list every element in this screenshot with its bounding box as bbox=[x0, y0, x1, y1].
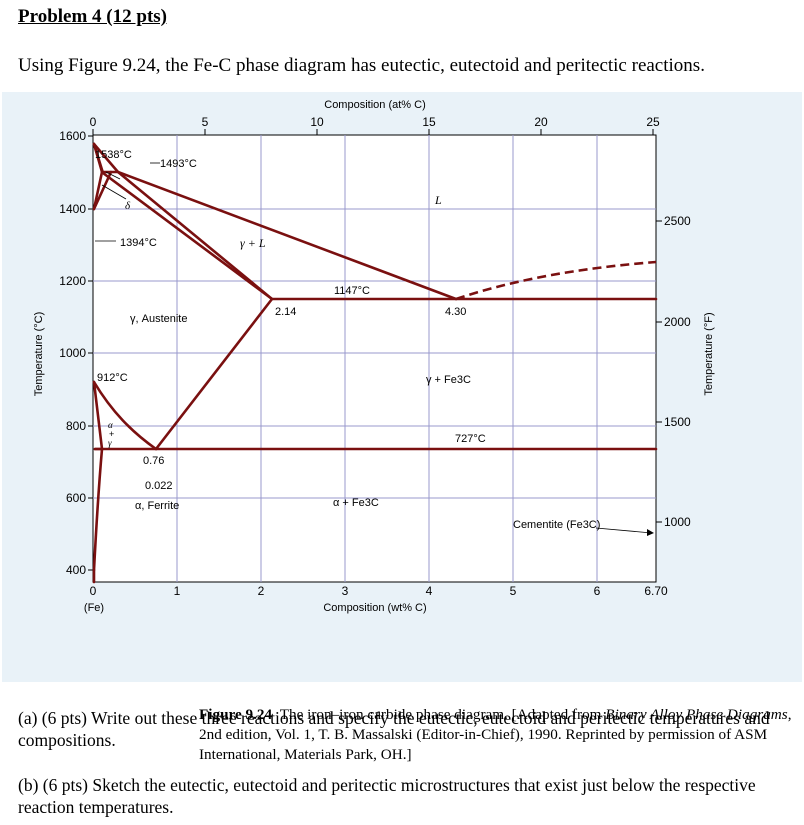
label-1538: 1538°C bbox=[95, 149, 132, 161]
label-alpha-small: α bbox=[108, 420, 113, 430]
right-tick-1000: 1000 bbox=[664, 515, 691, 529]
bottom-tick-0: 0 bbox=[90, 584, 97, 598]
left-tick-1200: 1200 bbox=[59, 274, 86, 288]
ferrite-solvus bbox=[92, 447, 104, 572]
left-tick-1000: 1000 bbox=[59, 346, 86, 360]
label-gamma-small: γ bbox=[108, 438, 112, 448]
top-tick-0: 0 bbox=[90, 115, 97, 129]
label-727: 727°C bbox=[455, 433, 486, 445]
label-2-14: 2.14 bbox=[275, 306, 296, 318]
label-ferrite: α, Ferrite bbox=[135, 500, 179, 512]
problem-intro: Using Figure 9.24, the Fe-C phase diagra… bbox=[18, 55, 705, 76]
left-tick-marks bbox=[88, 129, 662, 571]
left-tick-1600: 1600 bbox=[59, 129, 86, 143]
bottom-tick-5: 5 bbox=[510, 584, 517, 598]
left-tick-1400: 1400 bbox=[59, 202, 86, 216]
left-axis-title: Temperature (°C) bbox=[33, 312, 45, 396]
label-austenite: γ, Austenite bbox=[130, 313, 187, 325]
phase-boundaries bbox=[92, 142, 658, 584]
right-tick-1500: 1500 bbox=[664, 415, 691, 429]
caption-text-b: , 2nd edition, Vol. 1, T. B. Massalski (… bbox=[199, 706, 792, 763]
top-tick-10: 10 bbox=[310, 115, 324, 129]
question-b: (b) (6 pts) Sketch the eutectic, eutecto… bbox=[18, 775, 756, 817]
caption-book: Binary Alloy Phase Diagrams bbox=[605, 706, 788, 723]
right-axis-title: Temperature (°F) bbox=[703, 312, 715, 395]
right-tick-2500: 2500 bbox=[664, 214, 691, 228]
top-tick-5: 5 bbox=[202, 115, 209, 129]
fe-label: (Fe) bbox=[84, 602, 104, 614]
solidus-gamma bbox=[92, 142, 274, 301]
alpha-gamma-boundary bbox=[92, 380, 104, 451]
fe-c-phase-diagram: Composition (at% C) 0 5 10 15 20 25 1600… bbox=[33, 99, 715, 614]
bottom-tick-6: 6 bbox=[594, 584, 601, 598]
cementite-arrowhead bbox=[647, 529, 654, 536]
top-tick-25: 25 bbox=[646, 115, 660, 129]
liquidus-extension bbox=[455, 260, 657, 301]
caption-text-a: The iron–iron carbide phase diagram. [Ad… bbox=[279, 706, 606, 723]
acm-line bbox=[154, 297, 274, 451]
label-1394: 1394°C bbox=[120, 237, 157, 249]
bottom-tick-1: 1 bbox=[174, 584, 181, 598]
left-tick-400: 400 bbox=[66, 563, 86, 577]
question-a: (a) (6 pts) Write out these three reacti… bbox=[18, 708, 770, 750]
cementite-arrow bbox=[595, 527, 653, 534]
label-0-022: 0.022 bbox=[145, 480, 173, 492]
bottom-tick-2: 2 bbox=[258, 584, 265, 598]
label-gamma-fe3c: γ + Fe3C bbox=[426, 374, 471, 386]
label-liquid: L bbox=[434, 193, 442, 207]
problem-title: Problem 4 (12 pts) bbox=[18, 6, 167, 27]
label-912: 912°C bbox=[97, 372, 128, 384]
bottom-tick-4: 4 bbox=[426, 584, 433, 598]
label-gamma-liquid: γ + L bbox=[240, 236, 266, 250]
gamma-delta-boundary bbox=[92, 170, 113, 211]
grid bbox=[93, 135, 656, 582]
label-alpha-fe3c: α + Fe3C bbox=[333, 497, 379, 509]
label-1493: 1493°C bbox=[160, 158, 197, 170]
left-tick-800: 800 bbox=[66, 419, 86, 433]
right-tick-2000: 2000 bbox=[664, 315, 691, 329]
label-plus-small: + bbox=[109, 429, 114, 439]
top-tick-15: 15 bbox=[422, 115, 436, 129]
top-axis-title: Composition (at% C) bbox=[324, 99, 425, 111]
left-tick-600: 600 bbox=[66, 491, 86, 505]
bottom-tick-6-70: 6.70 bbox=[644, 584, 668, 598]
label-4-30: 4.30 bbox=[445, 306, 466, 318]
liquidus-right bbox=[116, 170, 458, 301]
label-0-76: 0.76 bbox=[143, 455, 164, 467]
caption-number: Figure 9.24 bbox=[199, 706, 273, 723]
top-tick-20: 20 bbox=[534, 115, 548, 129]
a3-line bbox=[92, 380, 158, 451]
label-delta: δ bbox=[125, 200, 131, 212]
label-1147: 1147°C bbox=[334, 285, 370, 297]
figure-panel: Composition (at% C) 0 5 10 15 20 25 1600… bbox=[2, 92, 802, 763]
label-cementite: Cementite (Fe3C) bbox=[513, 519, 600, 531]
figure-caption: Figure 9.24 The iron–iron carbide phase … bbox=[199, 705, 799, 765]
bottom-tick-3: 3 bbox=[342, 584, 349, 598]
bottom-axis-title: Composition (wt% C) bbox=[323, 602, 426, 614]
